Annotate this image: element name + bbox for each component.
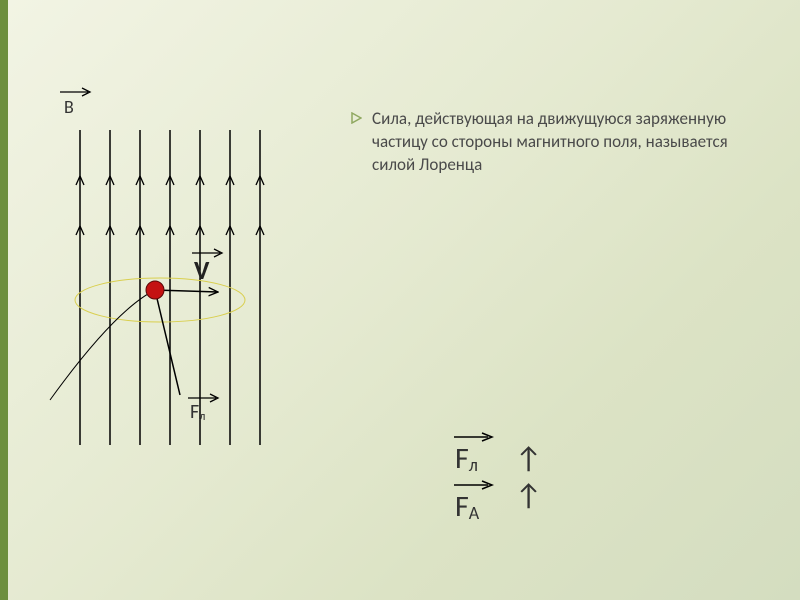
label-Fl-sub: л	[199, 410, 205, 424]
force-vector	[155, 290, 180, 395]
formula-Fl-sub: л	[469, 454, 478, 476]
label-B: B	[64, 96, 74, 118]
label-V: V	[194, 254, 209, 286]
particle	[146, 281, 164, 299]
label-Fl-letter: F	[190, 400, 199, 424]
bullet-row: Сила, действующая на движущуюся заряженн…	[350, 108, 740, 177]
formula-FA-sub: А	[469, 502, 479, 524]
formula-FA-letter: F	[455, 488, 469, 525]
bullet-text: Сила, действующая на движущуюся заряженн…	[372, 108, 740, 177]
body-text-block: Сила, действующая на движущуюся заряженн…	[350, 108, 740, 177]
lorentz-diagram	[0, 0, 320, 480]
play-icon	[350, 112, 362, 124]
formula-up-arrows: ↑ ↑	[515, 440, 546, 514]
formula-Fl-letter: F	[455, 440, 469, 477]
field-lines	[76, 130, 264, 445]
label-Fl-diagram: Fл	[190, 400, 205, 424]
